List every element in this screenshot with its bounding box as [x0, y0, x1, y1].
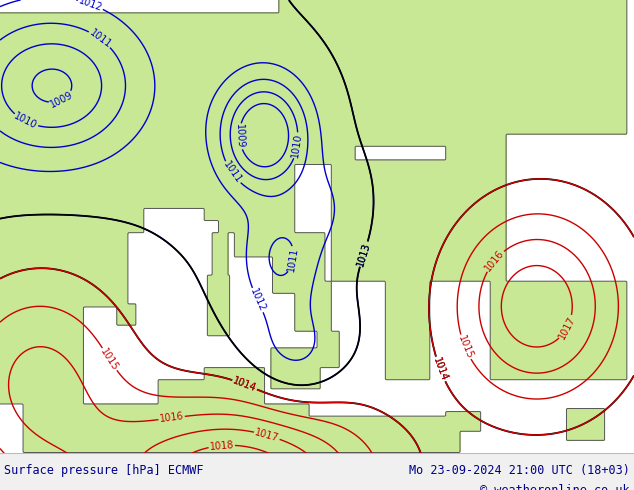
Text: 1009: 1009: [234, 124, 245, 149]
Text: Surface pressure [hPa] ECMWF: Surface pressure [hPa] ECMWF: [4, 465, 204, 477]
Text: 1010: 1010: [13, 111, 39, 131]
Text: 1011: 1011: [221, 160, 243, 186]
Text: 1009: 1009: [49, 90, 75, 110]
Text: 1011: 1011: [286, 246, 300, 272]
Text: 1017: 1017: [557, 314, 578, 341]
Text: 1015: 1015: [456, 334, 474, 361]
Text: 1013: 1013: [356, 241, 372, 267]
Text: 1014: 1014: [431, 356, 449, 382]
Text: 1010: 1010: [290, 133, 304, 158]
Text: 1012: 1012: [248, 287, 267, 314]
Text: 1014: 1014: [431, 356, 449, 382]
Text: 1016: 1016: [483, 248, 506, 273]
Text: 1014: 1014: [231, 375, 258, 393]
Text: 1013: 1013: [356, 241, 372, 267]
Text: 1014: 1014: [231, 375, 258, 393]
Text: © weatheronline.co.uk: © weatheronline.co.uk: [481, 485, 630, 490]
Text: 1015: 1015: [99, 346, 120, 372]
Text: 1017: 1017: [254, 427, 280, 443]
Text: 1011: 1011: [87, 27, 113, 50]
Text: 1012: 1012: [77, 0, 104, 13]
Text: 1016: 1016: [159, 412, 184, 424]
Text: Mo 23-09-2024 21:00 UTC (18+03): Mo 23-09-2024 21:00 UTC (18+03): [409, 465, 630, 477]
Text: 1018: 1018: [209, 440, 235, 452]
